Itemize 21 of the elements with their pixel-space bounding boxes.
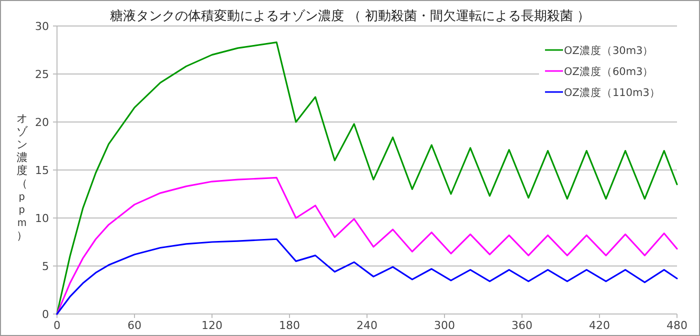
ylabel: オゾン濃度（ｐｐｍ） — [16, 112, 28, 242]
x-tick-label: 180 — [279, 319, 300, 332]
x-tick-label: 0 — [54, 319, 60, 332]
y-tick-label: 0 — [42, 308, 49, 321]
y-tick-label: 5 — [42, 260, 49, 273]
y-tick-label: 20 — [35, 116, 49, 129]
x-tick-label: 120 — [202, 319, 222, 332]
legend-label: OZ濃度（110m3） — [564, 86, 660, 99]
y-tick-label: 10 — [35, 212, 49, 225]
x-tick-label: 240 — [356, 319, 378, 332]
x-tick-label: 60 — [128, 319, 142, 332]
legend-label: OZ濃度（30m3） — [564, 44, 654, 57]
y-tick-label: 25 — [35, 68, 49, 81]
y-tick-label: 30 — [35, 20, 49, 33]
legend-label: OZ濃度（60m3） — [564, 65, 654, 78]
y-tick-label: 15 — [35, 164, 49, 177]
x-tick-label: 420 — [589, 319, 610, 332]
x-tick-label: 360 — [512, 319, 532, 332]
title: 糖液タンクの体積変動によるオゾン濃度 （ 初動殺菌・間欠運転による長期殺菌 ） — [110, 9, 590, 24]
x-tick-label: 300 — [434, 319, 455, 332]
x-tick-label: 480 — [666, 319, 688, 332]
